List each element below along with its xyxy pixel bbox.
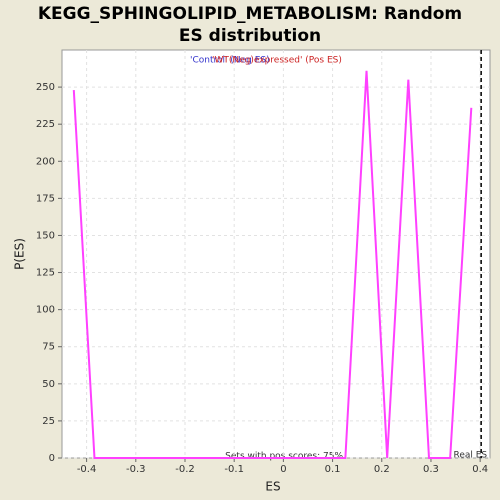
y-tick-label: 75 — [42, 342, 55, 353]
x-tick-label: 0.1 — [325, 464, 341, 475]
real-es-label: Real ES — [453, 451, 487, 461]
y-tick-label: 150 — [36, 230, 55, 241]
x-tick-label: 0.4 — [472, 464, 488, 475]
annotation: Sets with pos scores: 75% — [225, 452, 343, 462]
x-tick-label: 0 — [280, 464, 286, 475]
y-tick-label: 25 — [42, 416, 55, 427]
x-tick-label: -0.4 — [77, 464, 97, 475]
x-tick-label: -0.2 — [175, 464, 195, 475]
y-tick-label: 175 — [36, 193, 55, 204]
legend-entry: 'WT(Neg)expressed' (Pos ES) — [212, 56, 342, 66]
x-tick-label: -0.1 — [224, 464, 244, 475]
x-tick-label: -0.3 — [126, 464, 146, 475]
y-tick-label: 100 — [36, 305, 55, 316]
x-tick-label: 0.3 — [423, 464, 439, 475]
series-line — [72, 70, 473, 459]
y-tick-label: 50 — [42, 379, 55, 390]
y-tick-label: 250 — [36, 82, 55, 93]
chart-title: KEGG_SPHINGOLIPID_METABOLISM: Random ES d… — [38, 4, 462, 46]
legend-entry: 'Control' (Neg ES) — [190, 56, 270, 66]
y-tick-label: 125 — [36, 268, 55, 279]
y-tick-label: 0 — [49, 453, 55, 464]
x-axis-label: ES — [265, 480, 280, 494]
y-axis-label: P(ES) — [13, 238, 27, 270]
y-tick-label: 225 — [36, 119, 55, 130]
y-tick-label: 200 — [36, 156, 55, 167]
x-tick-label: 0.2 — [374, 464, 390, 475]
